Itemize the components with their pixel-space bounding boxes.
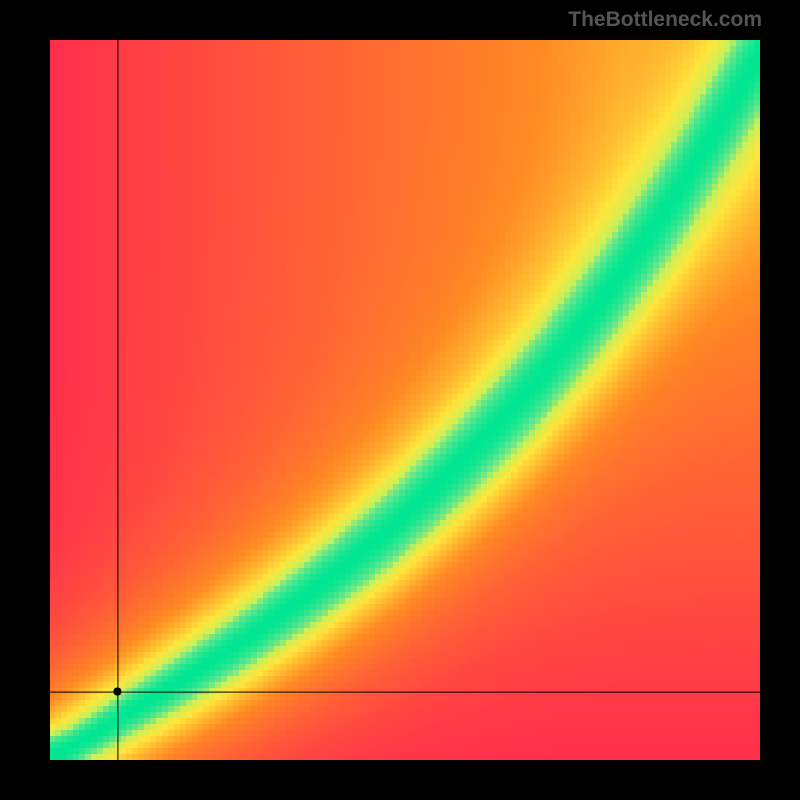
heatmap-canvas [50,40,760,760]
bottleneck-heatmap [50,40,760,760]
watermark-text: TheBottleneck.com [568,8,762,32]
